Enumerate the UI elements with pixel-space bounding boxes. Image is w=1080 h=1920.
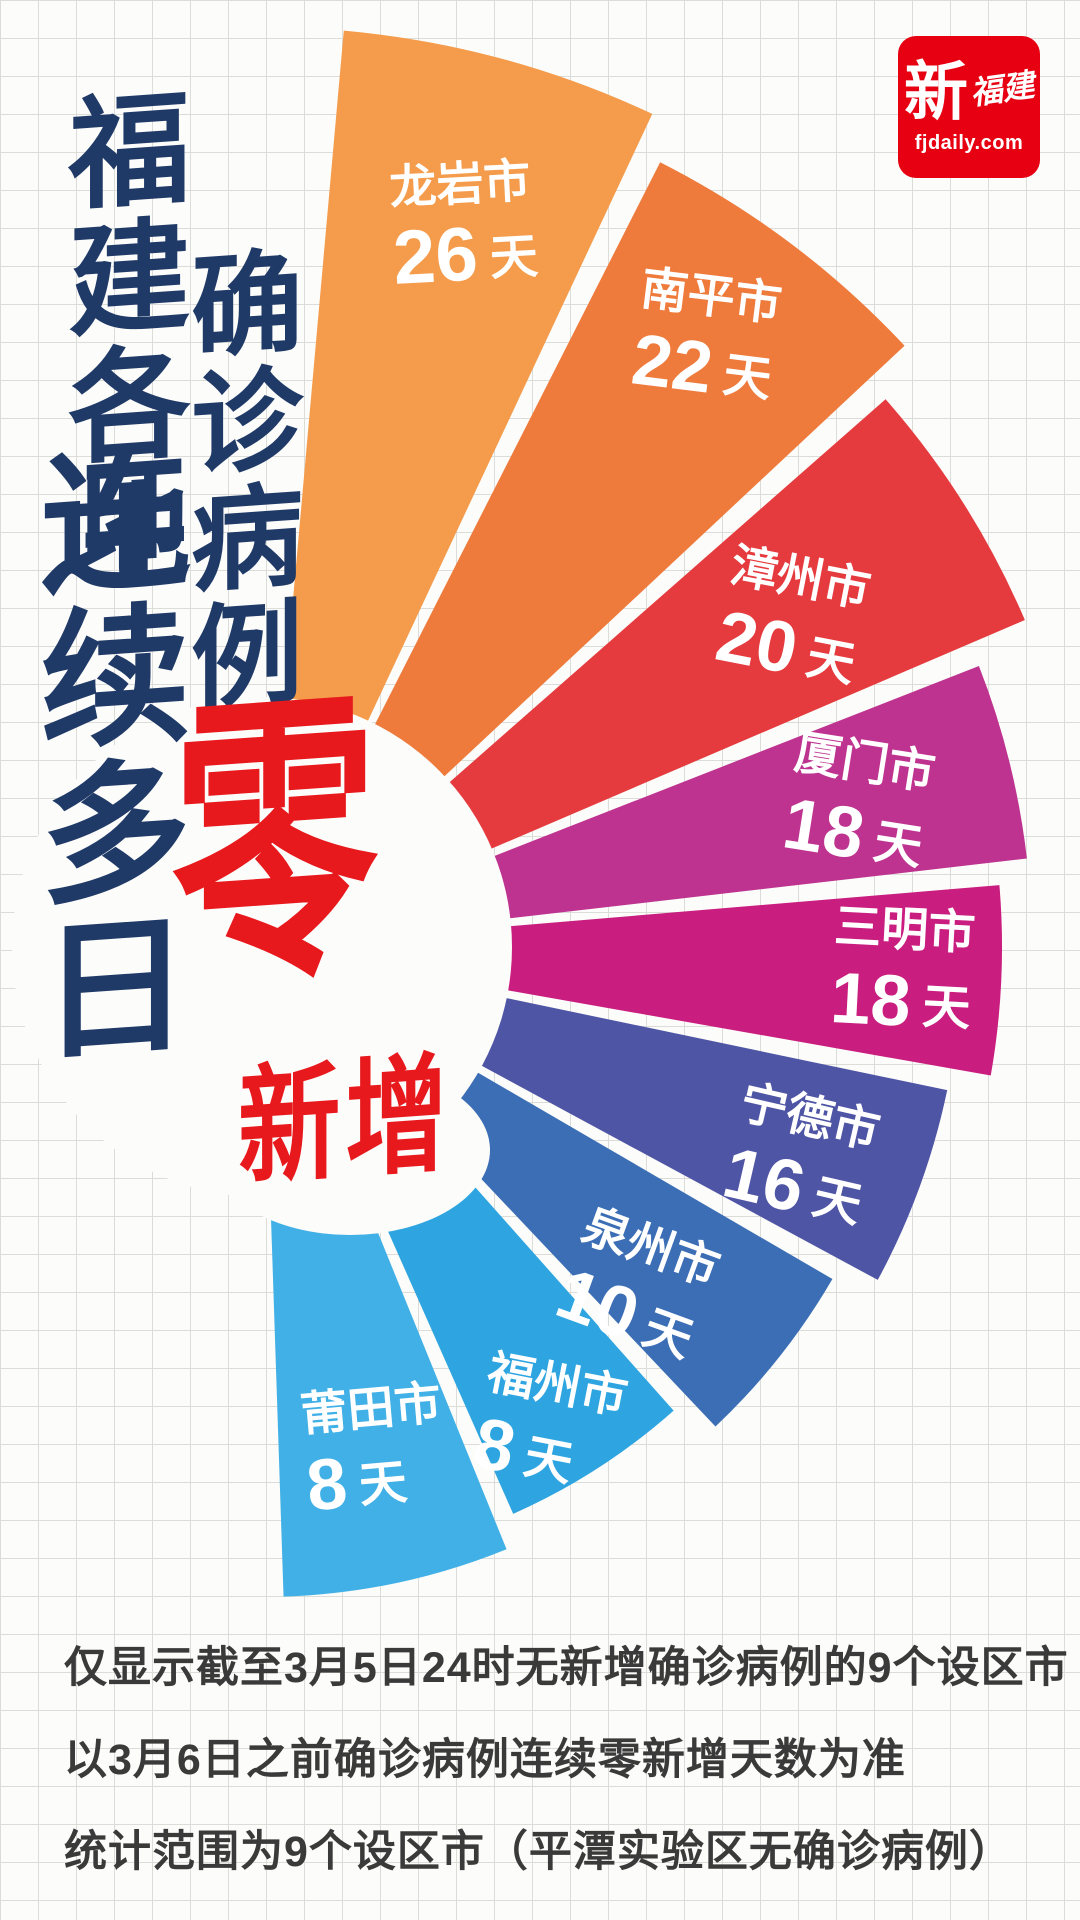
- logo-chars-script: 福建: [968, 66, 1037, 111]
- wedge-day-count: 22天: [628, 320, 777, 416]
- footer-note-line3: 统计范围为9个设区市（平潭实验区无确诊病例）: [64, 1828, 1013, 1876]
- wedge-day-count: 26 天: [391, 208, 540, 300]
- title-zero-char: 零: [172, 667, 378, 1019]
- wedge-city-name: 三明市: [833, 899, 977, 959]
- wedge-day-count: 18天: [778, 783, 929, 884]
- wedge-day-count: 20天: [710, 596, 863, 701]
- title-new-cases: 新增: [238, 1043, 453, 1201]
- footer-note-line2: 以3月6日之前确诊病例连续零新增天数为准: [64, 1736, 906, 1784]
- wedge-city-name: 莆田市: [298, 1376, 443, 1441]
- fan-center-disc-extension: [210, 1065, 490, 1235]
- footer-notes: 仅显示截至3月5日24时无新增确诊病例的9个设区市 以3月6日之前确诊病例连续零…: [64, 1622, 1069, 1898]
- footer-note-line1: 仅显示截至3月5日24时无新增确诊病例的9个设区市: [64, 1644, 1069, 1692]
- fan-wedge-1: [262, 162, 905, 948]
- fjdaily-logo: 新 福建 fjdaily.com: [898, 36, 1040, 178]
- title-column-cases: 确诊病例: [175, 241, 300, 719]
- logo-domain-text: fjdaily.com: [914, 131, 1024, 154]
- wedge-city-name: 龙岩市: [388, 154, 532, 214]
- logo-char-bold: 新: [903, 55, 968, 128]
- title-column-consecutive: 连续多日: [19, 438, 187, 1071]
- logo-name-row: 新 福建: [903, 55, 1037, 128]
- wedge-day-count: 16天: [716, 1132, 871, 1241]
